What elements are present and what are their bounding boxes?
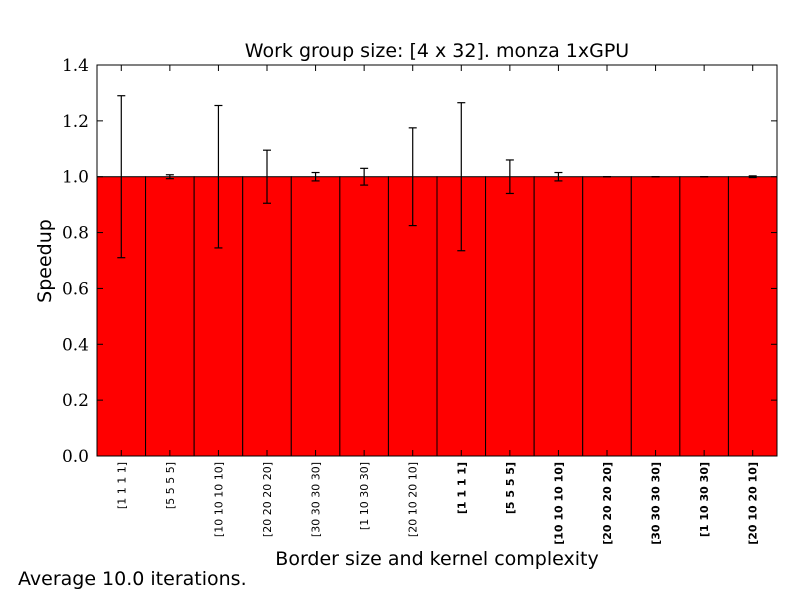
y-axis-label: Speedup (34, 219, 56, 303)
error-bar (263, 149, 271, 204)
y-tick-label: 0.2 (62, 391, 89, 411)
y-tick-label: 1.0 (62, 168, 89, 188)
x-tick-label: [1 1 1 1] (455, 462, 468, 514)
x-tick-label: [20 10 20 10] (407, 462, 420, 537)
x-tick-label: [5 5 5 5] (504, 462, 517, 514)
bar (679, 176, 729, 457)
error-bar (408, 127, 417, 227)
x-ticks-layer: [1 1 1 1] [5 5 5 5] [10 10 10 10] [20 20 20… (115, 65, 760, 545)
x-tick-label: [30 30 30 30] (310, 462, 323, 537)
x-tick-label: [20 20 20 20] (601, 462, 614, 545)
error-bar (214, 104, 223, 249)
bars-layer (96, 176, 778, 457)
x-tick-label: [1 1 1 1] (115, 462, 128, 509)
y-tick-label: 0.6 (62, 279, 89, 299)
footnote: Average 10.0 iterations. (18, 568, 247, 590)
bar (339, 176, 389, 457)
x-tick-label: [10 10 10 10] (212, 462, 225, 537)
x-tick-label: [1 10 30 30] (358, 462, 371, 530)
x-tick-label: [5 5 5 5] (164, 462, 177, 509)
error-bar (165, 174, 174, 180)
bar (242, 176, 292, 457)
x-axis-label: Border size and kernel complexity (275, 548, 598, 570)
bar (533, 176, 584, 457)
error-bar (748, 175, 757, 179)
bar (727, 176, 778, 457)
y-tick-label: 1.2 (62, 112, 89, 132)
error-bar (117, 95, 126, 259)
bar (485, 176, 535, 457)
chart-title: Work group size: [4 x 32]. monza 1xGPU (245, 40, 629, 62)
error-bar (505, 159, 514, 195)
bar (145, 176, 195, 457)
error-bar (457, 102, 466, 252)
y-tick-label: 0.4 (62, 335, 89, 355)
y-ticks-layer: 0.0 0.2 0.4 0.6 0.8 1.0 1.2 1.4 (62, 56, 777, 467)
bar (630, 176, 681, 457)
error-bar (311, 171, 320, 182)
x-tick-label: [1 10 30 30] (698, 462, 711, 537)
y-tick-label: 1.4 (62, 56, 89, 76)
bar (290, 176, 341, 457)
y-tick-label: 0.0 (62, 447, 89, 467)
error-bar (360, 167, 369, 186)
x-tick-label: [20 10 20 10] (747, 462, 760, 545)
plot-frame (96, 64, 778, 457)
y-tick-label: 0.8 (62, 224, 89, 244)
error-bar (554, 171, 563, 182)
x-tick-label: [20 20 20 20] (261, 462, 274, 537)
x-tick-label: [10 10 10 10] (552, 462, 565, 545)
bar (582, 176, 632, 457)
error-bars-layer (117, 95, 757, 259)
x-tick-label: [30 30 30 30] (650, 462, 663, 545)
